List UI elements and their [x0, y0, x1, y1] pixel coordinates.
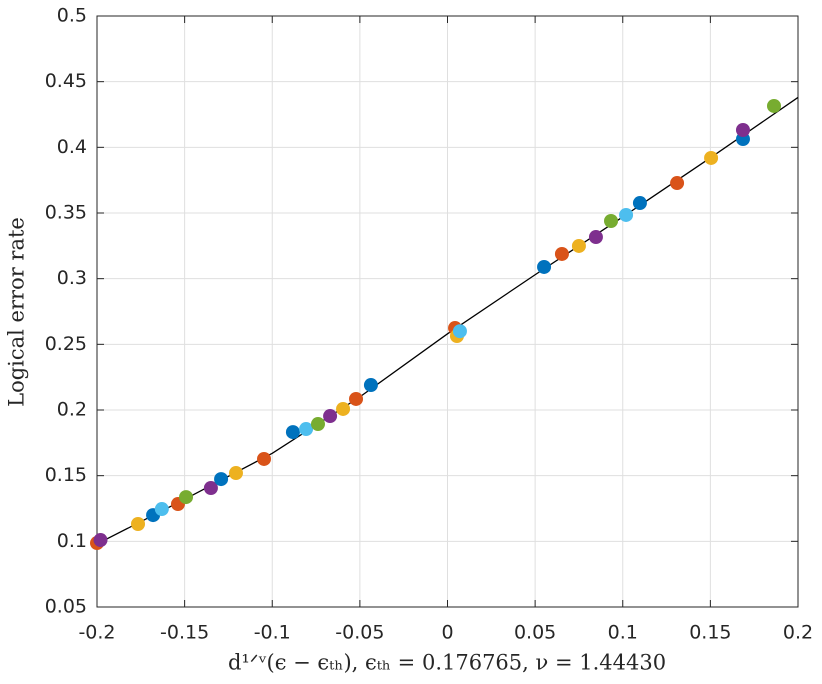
data-point: [323, 409, 338, 424]
data-point: [604, 214, 619, 229]
data-point: [537, 259, 552, 274]
y-tick-label: 0.35: [45, 202, 87, 224]
y-tick-label: 0.2: [57, 399, 87, 421]
data-point: [363, 378, 378, 393]
data-point: [336, 401, 351, 416]
x-tick-label: -0.2: [78, 622, 115, 644]
data-point: [619, 207, 634, 222]
x-tick-label: 0.1: [608, 622, 638, 644]
data-point: [214, 472, 229, 487]
y-tick-label: 0.15: [45, 464, 87, 486]
x-axis-label: d¹ᐟᵛ(ϵ − ϵₜₕ), ϵₜₕ = 0.176765, ν = 1.444…: [228, 651, 666, 675]
data-point: [554, 246, 569, 261]
data-point: [154, 502, 169, 517]
y-tick-label: 0.1: [57, 530, 87, 552]
data-point: [588, 230, 603, 245]
data-point: [452, 324, 467, 339]
data-point: [632, 196, 647, 211]
y-tick-label: 0.4: [57, 136, 87, 158]
y-tick-label: 0.5: [57, 5, 87, 27]
data-point: [179, 490, 194, 505]
data-point: [257, 451, 272, 466]
y-tick-label: 0.05: [45, 596, 87, 618]
data-point: [131, 516, 146, 531]
data-point: [228, 466, 243, 481]
x-tick-label: 0.15: [689, 622, 731, 644]
data-point: [349, 391, 364, 406]
data-point: [299, 422, 314, 437]
data-point: [670, 176, 685, 191]
x-tick-label: -0.1: [254, 622, 291, 644]
x-tick-label: 0: [441, 622, 453, 644]
x-tick-label: 0.2: [783, 622, 813, 644]
data-point: [93, 533, 108, 548]
y-tick-label: 0.25: [45, 333, 87, 355]
y-tick-label: 0.3: [57, 267, 87, 289]
data-point: [766, 98, 781, 113]
data-point: [203, 481, 218, 496]
data-point: [571, 238, 586, 253]
y-axis-label: Logical error rate: [5, 217, 29, 407]
x-tick-label: 0.05: [514, 622, 556, 644]
axes-box: [96, 15, 799, 608]
data-point: [285, 425, 300, 440]
x-tick-label: -0.05: [335, 622, 384, 644]
data-point: [310, 417, 325, 432]
data-point: [735, 122, 750, 137]
x-tick-label: -0.15: [160, 622, 209, 644]
data-point: [704, 150, 719, 165]
y-tick-label: 0.45: [45, 70, 87, 92]
